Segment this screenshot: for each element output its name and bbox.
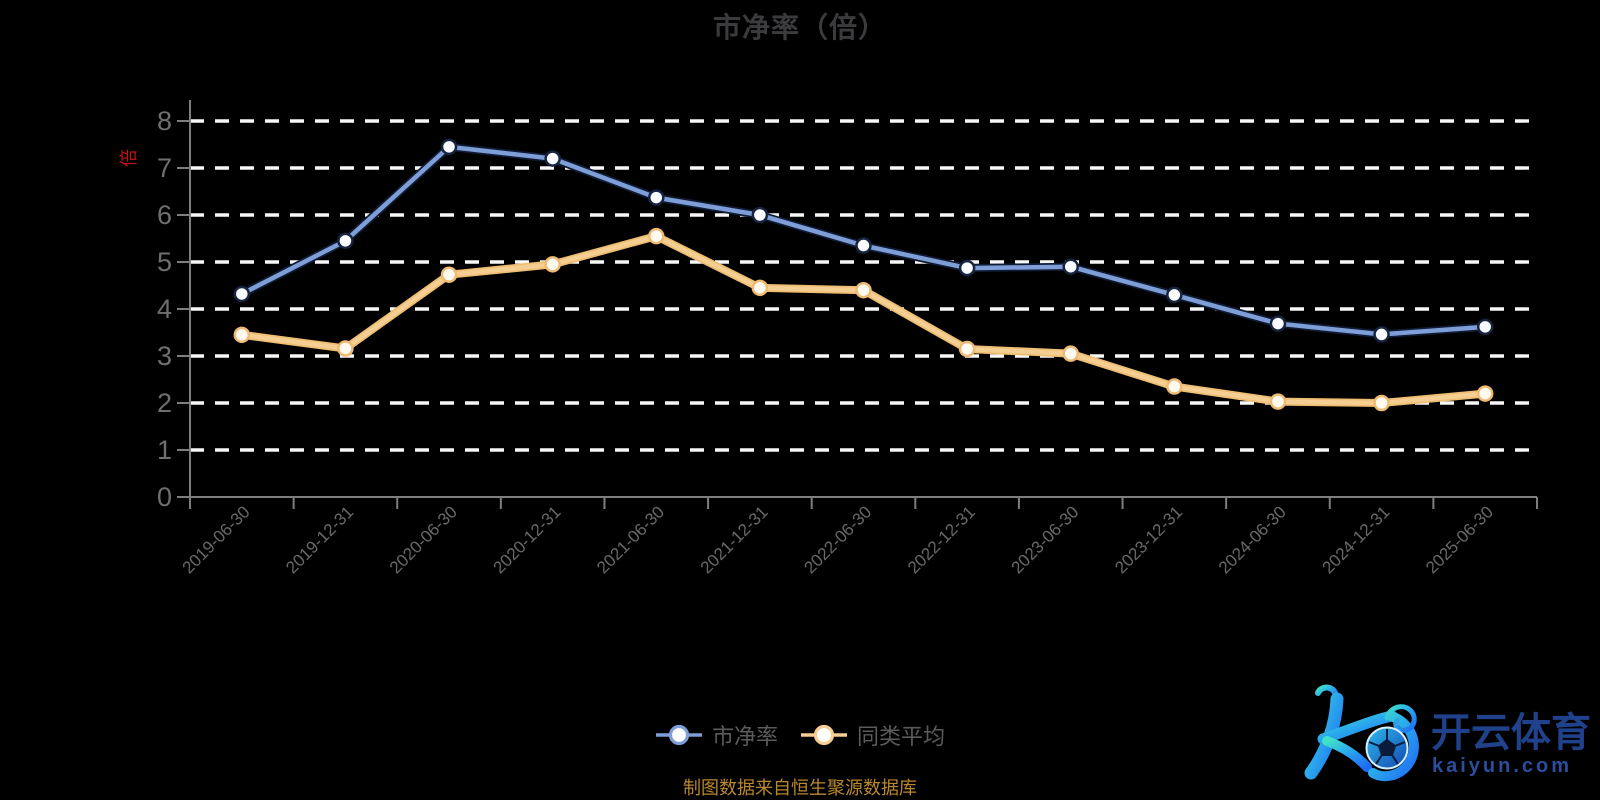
svg-text:2022-12-31: 2022-12-31 [904, 502, 979, 577]
legend-item-peer-average[interactable]: 同类平均 [800, 719, 945, 751]
svg-text:7: 7 [157, 153, 172, 183]
data-source-note: 制图数据来自恒生聚源数据库 [683, 778, 917, 798]
svg-text:5: 5 [157, 247, 172, 277]
legend-item-pb-ratio[interactable]: 市净率 [655, 719, 778, 751]
watermark-cn-text: 开云体育 [1431, 711, 1591, 755]
svg-text:4: 4 [157, 294, 172, 324]
kaiyun-k-mark-icon [1304, 684, 1419, 782]
watermark-domain-text: kaiyun.com [1432, 755, 1572, 777]
svg-text:2024-06-30: 2024-06-30 [1215, 502, 1290, 577]
svg-text:2019-06-30: 2019-06-30 [179, 502, 254, 577]
svg-text:8: 8 [157, 106, 172, 136]
svg-text:2021-12-31: 2021-12-31 [697, 502, 772, 577]
svg-text:3: 3 [157, 341, 172, 371]
svg-text:2023-12-31: 2023-12-31 [1111, 502, 1186, 577]
svg-text:6: 6 [157, 200, 172, 230]
svg-text:0: 0 [157, 482, 172, 512]
svg-text:2020-12-31: 2020-12-31 [490, 502, 565, 577]
kaiyun-watermark-logo: 开云体育 kaiyun.com [1304, 684, 1591, 782]
legend-marker-avg-icon [801, 724, 847, 746]
svg-text:2021-06-30: 2021-06-30 [593, 502, 668, 577]
svg-text:2023-06-30: 2023-06-30 [1008, 502, 1083, 577]
svg-text:2024-12-31: 2024-12-31 [1318, 502, 1393, 577]
soccer-ball-icon [1365, 726, 1409, 770]
legend-marker-pb-icon [655, 724, 702, 746]
legend-label-avg: 同类平均 [857, 724, 946, 749]
chart-title: 市净率（倍） [712, 12, 887, 43]
legend: 市净率 同类平均 [0, 718, 1600, 752]
legend-label-pb: 市净率 [711, 724, 778, 749]
svg-text:2025-06-30: 2025-06-30 [1422, 502, 1497, 577]
svg-text:2022-06-30: 2022-06-30 [800, 502, 875, 577]
svg-text:2019-12-31: 2019-12-31 [282, 502, 357, 577]
svg-text:2: 2 [157, 388, 172, 418]
svg-text:1: 1 [157, 435, 172, 465]
svg-text:2020-06-30: 2020-06-30 [386, 502, 461, 577]
